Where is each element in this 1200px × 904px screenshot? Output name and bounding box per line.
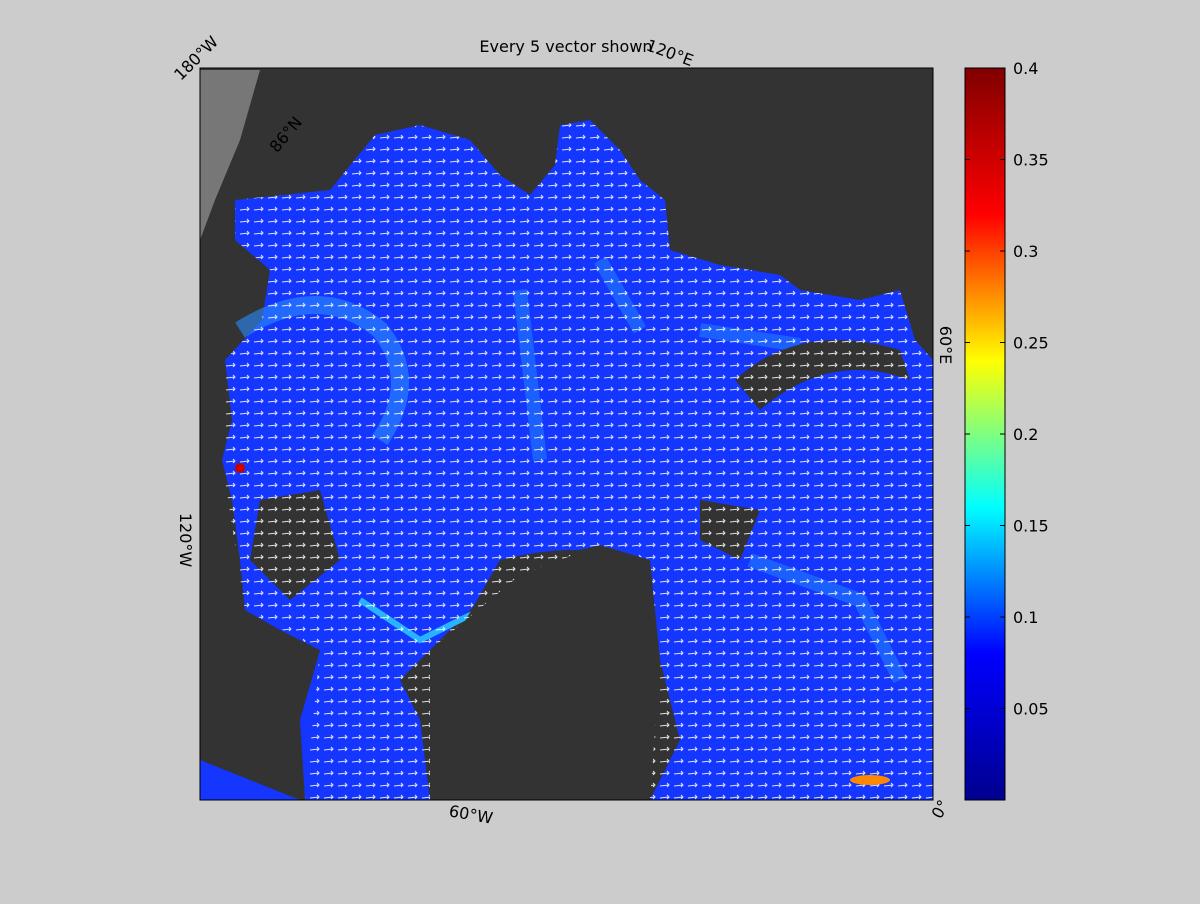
colorbar-tick-label: 0.25 [1013,334,1049,353]
graticule-label: 60°E [936,326,955,364]
colorbar-tick-label: 0.1 [1013,608,1038,627]
title: Every 5 vector shown [479,37,652,56]
colorbar-fill [964,67,1006,801]
colorbar-tick-label: 0.4 [1013,59,1038,78]
colorbar-tick-label: 0.2 [1013,425,1038,444]
graticule-label: 120°W [176,513,195,568]
colorbar-tick-label: 0.3 [1013,242,1038,261]
colorbar-tick-label: 0.35 [1013,151,1049,170]
map-frame [199,67,934,801]
colorbar: 0.05 0.1 0.15 0.2 0.25 0.3 0.35 0.4 [964,59,1049,801]
land-light [200,70,260,240]
map [200,68,933,800]
colorbar-tick-label: 0.05 [1013,700,1049,719]
colorbar-tick-label: 0.15 [1013,517,1049,536]
